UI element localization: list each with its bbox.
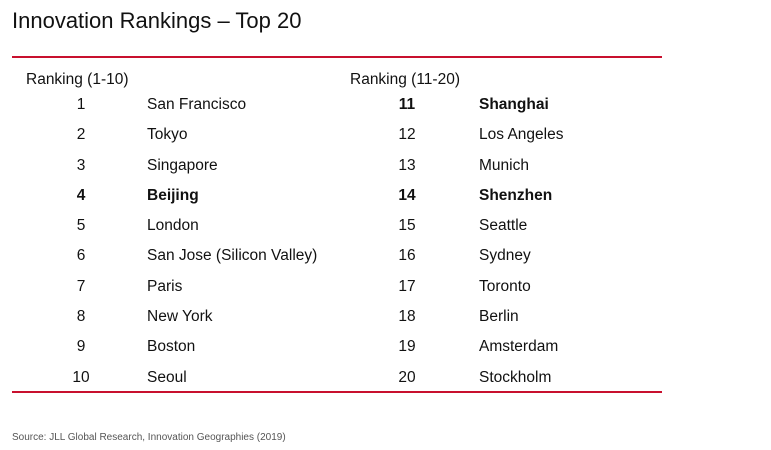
city-left: Boston [147, 338, 196, 356]
city-right: Amsterdam [479, 338, 559, 356]
city-right: Shanghai [479, 96, 549, 113]
bottom-divider [12, 391, 662, 393]
rank-right: 12 [398, 126, 416, 144]
table-row: 8 New York 18 Berlin [0, 306, 771, 336]
table-body: 1 San Francisco 11 Shanghai 2 Tokyo 12 Los Ange… [0, 94, 771, 397]
table-row: 7 Paris 17 Toronto [0, 276, 771, 306]
city-left: Beijing [147, 186, 199, 204]
header-ranking-1-10: Ranking (1-10) [26, 71, 129, 88]
table-row: 2 Tokyo 12 Los Angeles [0, 124, 771, 154]
rank-left: 10 [72, 368, 90, 386]
rank-left: 6 [76, 247, 86, 265]
city-right: Munich [479, 156, 529, 174]
source-note: Source: JLL Global Research, Innovation … [12, 432, 286, 443]
rank-right: 17 [398, 277, 416, 295]
top-divider [12, 56, 662, 58]
table-row: 3 Singapore 13 Munich [0, 155, 771, 185]
rank-left: 2 [76, 126, 86, 144]
rank-left: 5 [76, 217, 86, 235]
table-row: 1 San Francisco 11 Shanghai [0, 94, 771, 124]
rank-right: 20 [398, 368, 416, 386]
city-right: Seattle [479, 217, 528, 235]
rank-left: 8 [76, 308, 86, 326]
page-title: Innovation Rankings – Top 20 [12, 8, 302, 33]
table-header: Ranking (1-10) Ranking (11-20) [0, 71, 771, 93]
rank-right: 19 [398, 338, 416, 356]
table-row: 5 London 15 Seattle [0, 215, 771, 245]
city-left: Seoul [147, 368, 187, 386]
city-right: Shenzhen [479, 186, 553, 204]
rank-right: 14 [398, 186, 416, 204]
rank-left: 9 [76, 338, 86, 356]
city-left: Paris [147, 277, 183, 295]
rankings-table: Ranking (1-10) Ranking (11-20) 1 San Fran… [0, 71, 771, 397]
table-row: 10 Seoul 20 Stockholm [0, 367, 771, 397]
table-row: 9 Boston 19 Amsterdam [0, 336, 771, 366]
city-left: San Jose (Silicon Valley) [147, 247, 318, 265]
rank-left: 4 [76, 186, 86, 204]
rank-left: 7 [76, 277, 86, 295]
table-row: 6 San Jose (Silicon Valley) 16 Sydney [0, 245, 771, 275]
city-right: Berlin [479, 308, 519, 326]
city-left: San Francisco [147, 96, 247, 113]
header-ranking-11-20: Ranking (11-20) [350, 71, 460, 88]
city-left: Tokyo [147, 126, 188, 144]
city-right: Toronto [479, 277, 531, 295]
rank-left: 1 [76, 96, 86, 113]
city-right: Sydney [479, 247, 531, 265]
city-left: New York [147, 308, 213, 326]
rank-right: 16 [398, 247, 416, 265]
rank-left: 3 [76, 156, 86, 174]
rank-right: 11 [398, 96, 416, 113]
city-left: London [147, 217, 199, 235]
rank-right: 18 [398, 308, 416, 326]
rank-right: 13 [398, 156, 416, 174]
city-right: Los Angeles [479, 126, 564, 144]
city-left: Singapore [147, 156, 218, 174]
table-row: 4 Beijing 14 Shenzhen [0, 185, 771, 215]
rank-right: 15 [398, 217, 416, 235]
city-right: Stockholm [479, 368, 552, 386]
